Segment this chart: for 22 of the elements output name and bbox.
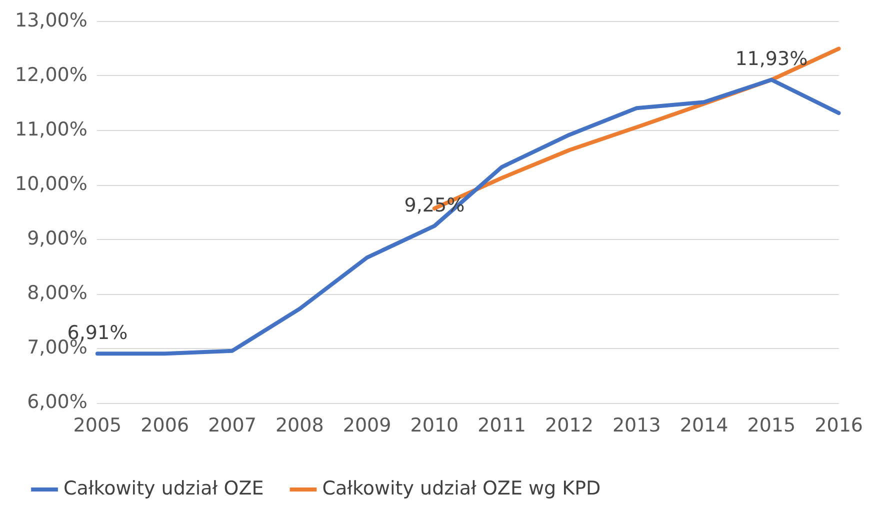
x-tick-label: 2015 — [747, 414, 796, 437]
x-tick-label: 2011 — [478, 414, 526, 437]
y-tick-label: 13,00% — [14, 9, 88, 32]
legend-label: Całkowity udział OZE — [64, 477, 264, 500]
x-tick-label: 2014 — [680, 414, 728, 437]
x-tick-label: 2012 — [545, 414, 594, 437]
legend-label: Całkowity udział OZE wg KPD — [322, 477, 601, 500]
y-tick-label: 6,00% — [27, 391, 88, 414]
x-tick-label: 2009 — [342, 414, 392, 437]
y-tick-label: 8,00% — [27, 282, 88, 304]
x-tick-label: 2013 — [612, 414, 661, 437]
x-tick-label: 2006 — [140, 414, 190, 437]
y-tick-label: 10,00% — [14, 172, 88, 195]
y-tick-label: 9,00% — [27, 228, 88, 250]
y-tick-label: 12,00% — [14, 64, 88, 86]
x-tick-label: 2010 — [410, 414, 459, 437]
x-tick-label: 2016 — [814, 414, 864, 437]
x-tick-label: 2007 — [208, 414, 256, 437]
annotation: 11,93% — [735, 48, 808, 70]
y-tick-label: 11,00% — [14, 118, 88, 140]
x-tick-label: 2005 — [73, 414, 122, 437]
x-tick-label: 2008 — [275, 414, 324, 437]
